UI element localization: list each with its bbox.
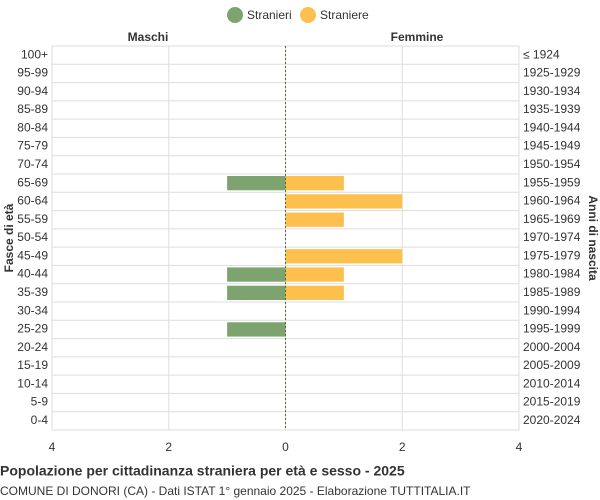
chart-subtitle: COMUNE DI DONORI (CA) - Dati ISTAT 1° ge… xyxy=(0,484,471,498)
bar xyxy=(285,249,403,264)
y-tick-label: 20-24 xyxy=(17,340,48,354)
y2-tick-label: 1965-1969 xyxy=(523,212,581,226)
bar xyxy=(227,322,286,337)
y-tick-label: 50-54 xyxy=(17,230,48,244)
y2-tick-label: 1940-1944 xyxy=(523,120,581,134)
legend-label: Stranieri xyxy=(247,8,292,22)
y-tick-label: 55-59 xyxy=(17,212,48,226)
legend-label: Straniere xyxy=(320,8,369,22)
legend-swatch xyxy=(300,7,316,23)
right-label: Femmine xyxy=(391,30,444,44)
y2-tick-label: 1935-1939 xyxy=(523,102,581,116)
y2-tick-label: 1980-1984 xyxy=(523,267,581,281)
y-tick-label: 75-79 xyxy=(17,139,48,153)
y2-tick-label: 2000-2004 xyxy=(523,340,581,354)
left-label: Maschi xyxy=(128,30,169,44)
y2-tick-label: ≤ 1924 xyxy=(523,47,560,61)
y-tick-label: 95-99 xyxy=(17,66,48,80)
y-tick-label: 25-29 xyxy=(17,322,48,336)
y2-tick-label: 1970-1974 xyxy=(523,230,581,244)
bar xyxy=(227,267,286,282)
y-tick-label: 80-84 xyxy=(17,120,48,134)
bar xyxy=(227,285,286,300)
y2-tick-label: 1945-1949 xyxy=(523,139,581,153)
y-tick-label: 40-44 xyxy=(17,267,48,281)
y-tick-label: 10-14 xyxy=(17,376,48,390)
y-tick-label: 70-74 xyxy=(17,157,48,171)
legend-swatch xyxy=(227,7,243,23)
bar xyxy=(285,285,344,300)
y-tick-label: 5-9 xyxy=(31,395,49,409)
y2-tick-label: 2010-2014 xyxy=(523,376,581,390)
y-tick-label: 15-19 xyxy=(17,358,48,372)
y2-tick-label: 2015-2019 xyxy=(523,395,581,409)
y2-tick-label: 1995-1999 xyxy=(523,322,581,336)
y2-tick-label: 1975-1979 xyxy=(523,248,581,262)
x-tick-label: 2 xyxy=(399,440,406,454)
x-tick-label: 0 xyxy=(282,440,289,454)
y-tick-label: 100+ xyxy=(21,47,48,61)
y-tick-label: 0-4 xyxy=(31,413,49,427)
y2-tick-label: 1930-1934 xyxy=(523,84,581,98)
x-tick-label: 4 xyxy=(516,440,523,454)
y-tick-label: 90-94 xyxy=(17,84,48,98)
y2-tick-label: 1950-1954 xyxy=(523,157,581,171)
y-tick-label: 30-34 xyxy=(17,303,48,317)
bar xyxy=(285,194,403,209)
y2-tick-label: 2005-2009 xyxy=(523,358,581,372)
y-tick-label: 85-89 xyxy=(17,102,48,116)
x-tick-label: 2 xyxy=(165,440,172,454)
y2-axis-title: Anni di nascita xyxy=(586,195,600,281)
y-axis-title: Fasce di età xyxy=(2,203,16,272)
y2-tick-label: 2020-2024 xyxy=(523,413,581,427)
y-tick-label: 60-64 xyxy=(17,194,48,208)
y-tick-label: 35-39 xyxy=(17,285,48,299)
chart-title: Popolazione per cittadinanza straniera p… xyxy=(0,463,405,479)
bar xyxy=(285,212,344,227)
y2-tick-label: 1960-1964 xyxy=(523,194,581,208)
x-tick-label: 4 xyxy=(49,440,56,454)
y-tick-label: 65-69 xyxy=(17,175,48,189)
y2-tick-label: 1985-1989 xyxy=(523,285,581,299)
y2-tick-label: 1955-1959 xyxy=(523,175,581,189)
y2-tick-label: 1925-1929 xyxy=(523,66,581,80)
y-tick-label: 45-49 xyxy=(17,248,48,262)
bar xyxy=(285,176,344,191)
y2-tick-label: 1990-1994 xyxy=(523,303,581,317)
bar xyxy=(285,267,344,282)
bar xyxy=(227,176,286,191)
